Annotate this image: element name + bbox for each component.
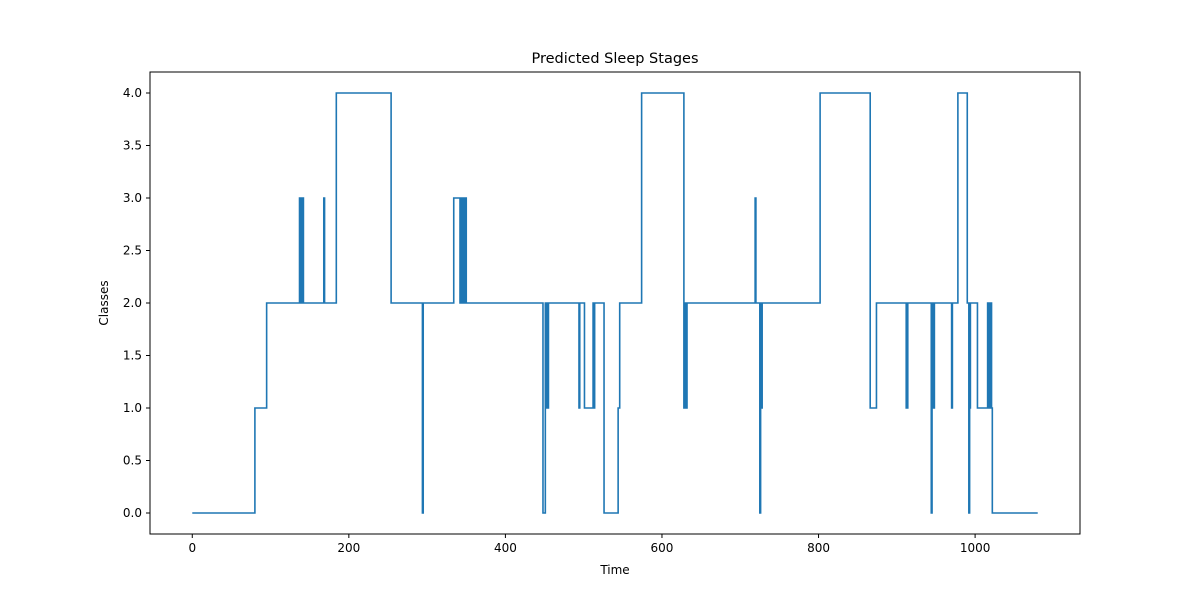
- y-tick-label: 3.5: [123, 139, 142, 153]
- axes-layer: 0 200 400 600 800 1000 0.0 0.5 1.0 1.5 2.0 2.5 3.0 3.…: [123, 71, 1081, 555]
- x-axis-title: Time: [599, 563, 629, 577]
- y-tick-label: 0.5: [123, 454, 142, 468]
- y-tick-label: 4.0: [123, 86, 142, 100]
- x-tick-label: 200: [337, 541, 360, 555]
- plot-layer: [192, 92, 1038, 514]
- y-tick-label: 3.0: [123, 191, 142, 205]
- series-line-0: [192, 92, 1038, 514]
- chart-title: Predicted Sleep Stages: [531, 51, 698, 67]
- x-tick-label: 800: [807, 541, 830, 555]
- y-tick-label: 2.0: [123, 296, 142, 310]
- x-tick-label: 600: [651, 541, 674, 555]
- x-tick-label: 400: [494, 541, 517, 555]
- y-tick-label: 2.5: [123, 244, 142, 258]
- x-tick-label: 0: [188, 541, 196, 555]
- y-tick-label: 1.0: [123, 401, 142, 415]
- y-tick-label: 1.5: [123, 349, 142, 363]
- y-tick-label: 0.0: [123, 506, 142, 520]
- x-tick-label: 1000: [960, 541, 991, 555]
- y-axis-title: Classes: [97, 280, 111, 325]
